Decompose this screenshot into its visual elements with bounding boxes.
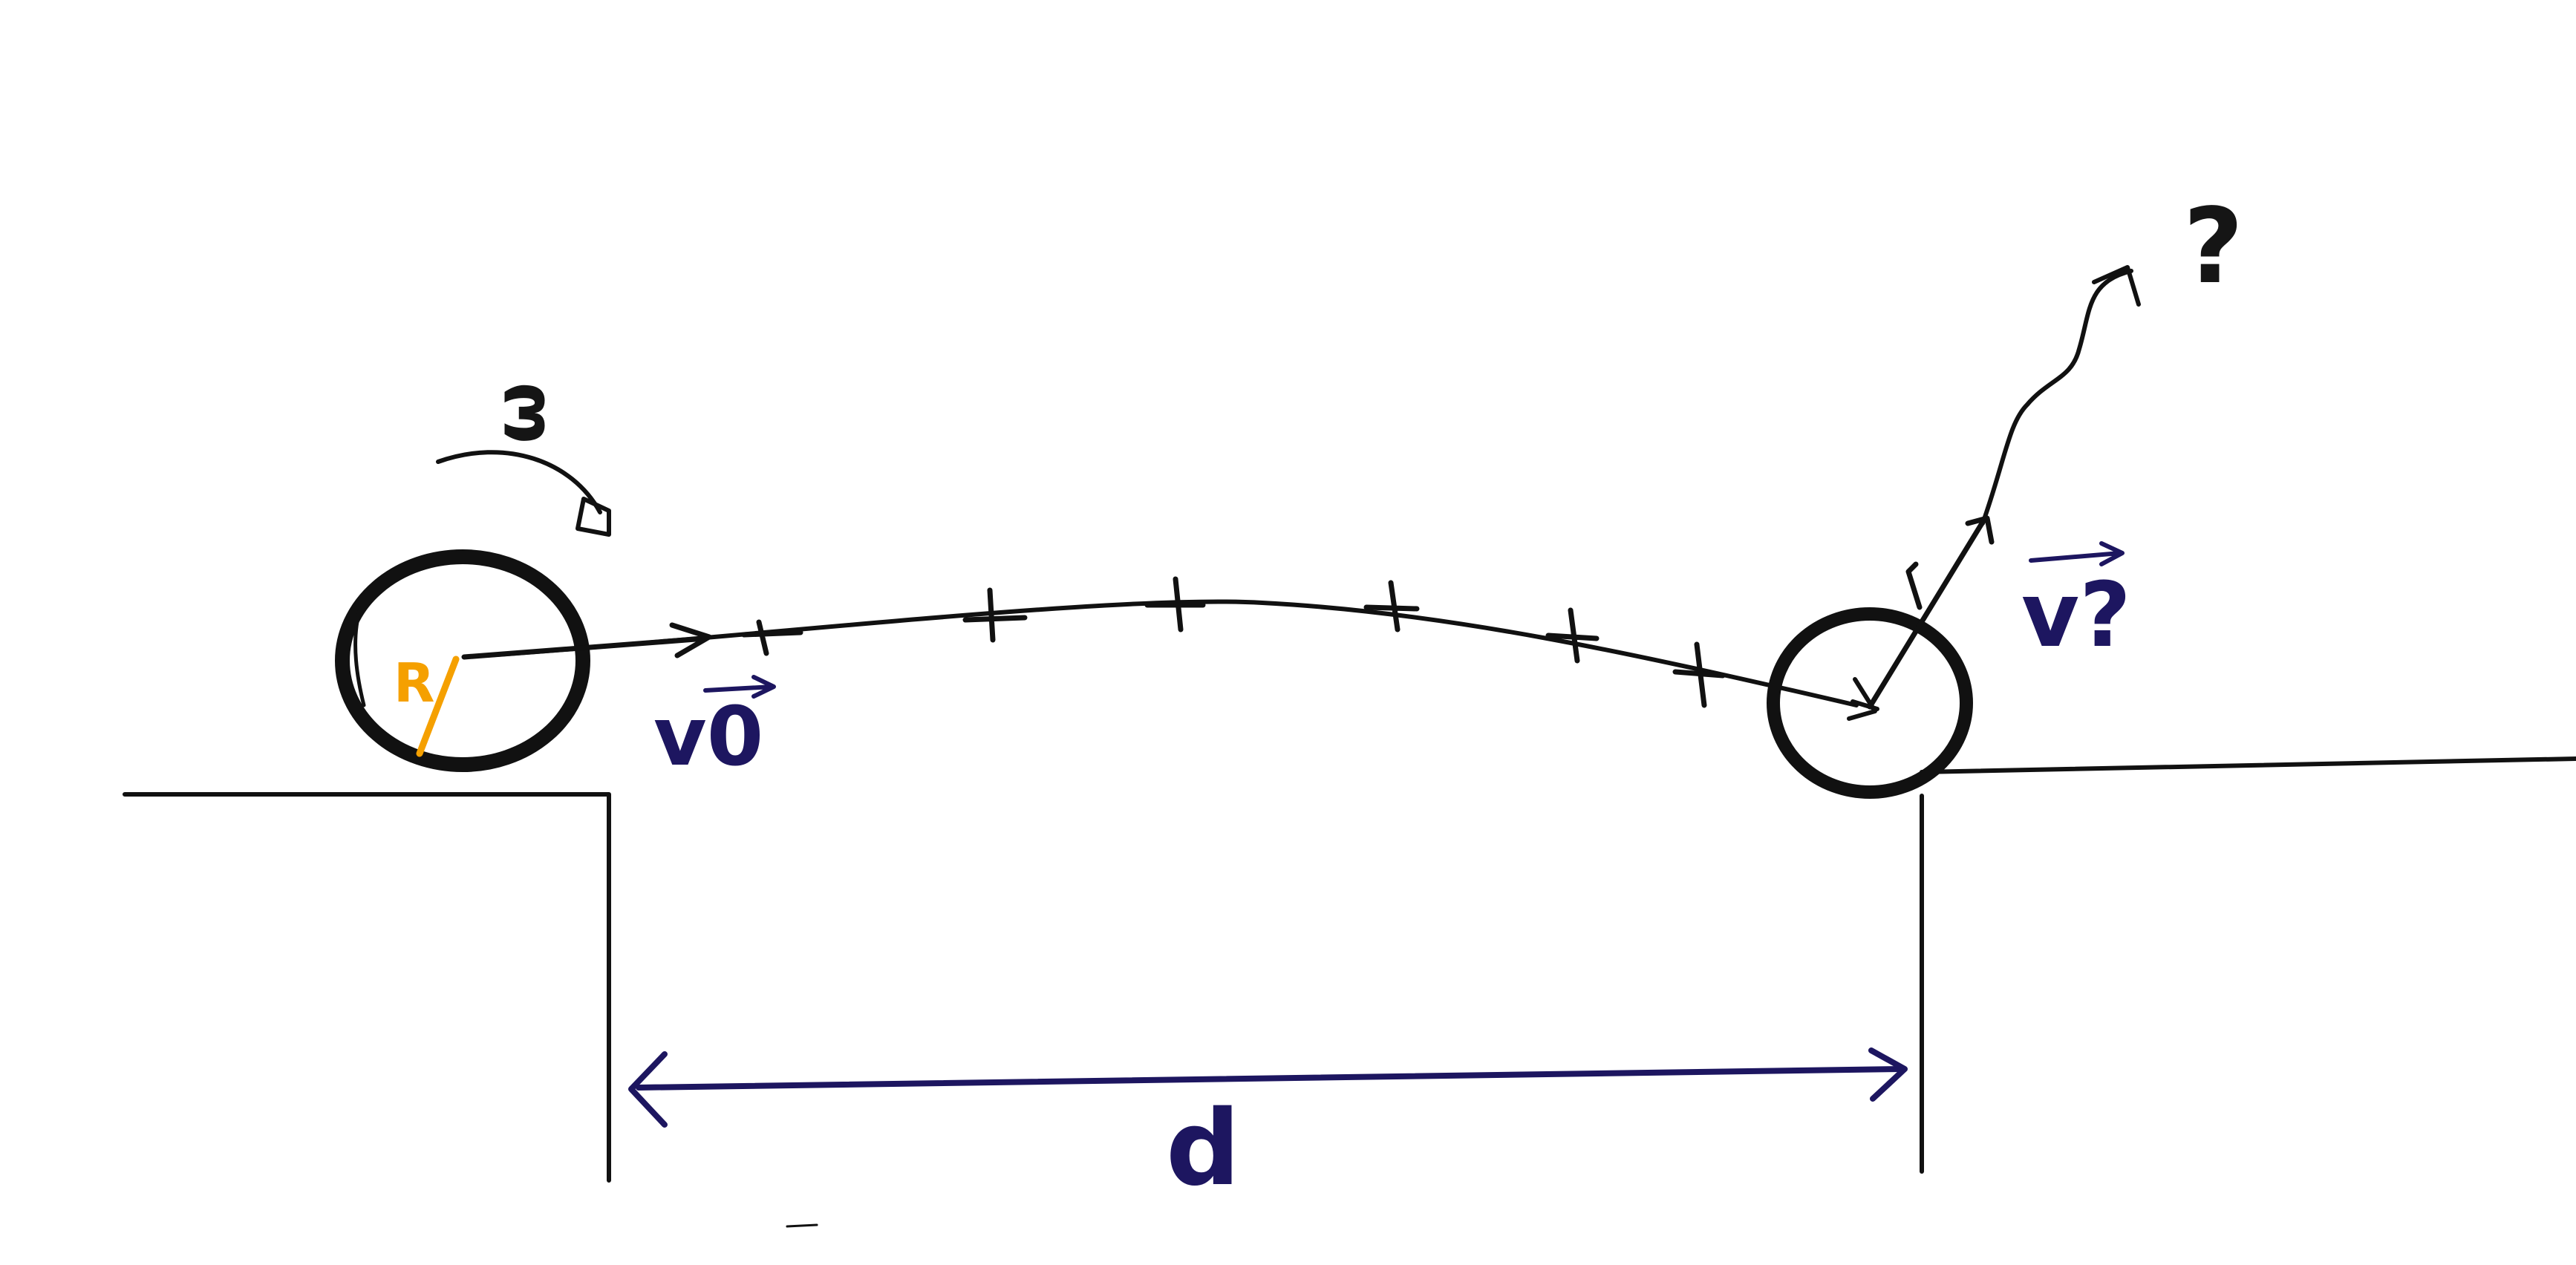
initial-velocity-label: v0 [653, 689, 763, 784]
impact-arrow [1847, 677, 1879, 721]
tick-mark-icon [1545, 607, 1600, 664]
wavy-trajectory [1980, 265, 2141, 526]
left-platform [123, 792, 611, 1183]
tick-mark-icon [1672, 641, 1726, 708]
tick-mark-icon [962, 587, 1028, 643]
omega-label: ω [477, 382, 561, 444]
radius-label: R [394, 652, 434, 714]
tick-mark-icon [1363, 580, 1420, 632]
tick-mark-icon [1144, 576, 1206, 632]
stray-mark [786, 1223, 818, 1228]
left-ball [335, 549, 590, 772]
tick-mark-icon [741, 619, 803, 656]
final-velocity-label: v? [2021, 564, 2131, 667]
right-ball [1767, 607, 1973, 799]
rotation-arrow-icon [436, 450, 611, 537]
distance-label: d [1166, 1088, 1240, 1209]
right-platform [1920, 756, 2576, 1174]
trajectory-curve [462, 599, 1859, 707]
distance-arrow [628, 1047, 1908, 1128]
trajectory-ticks [741, 576, 1726, 708]
initial-velocity-arrow [461, 622, 776, 699]
radius-line [416, 656, 460, 757]
final-velocity-arrow [1867, 515, 2125, 710]
unknown-label: ? [2183, 186, 2243, 307]
